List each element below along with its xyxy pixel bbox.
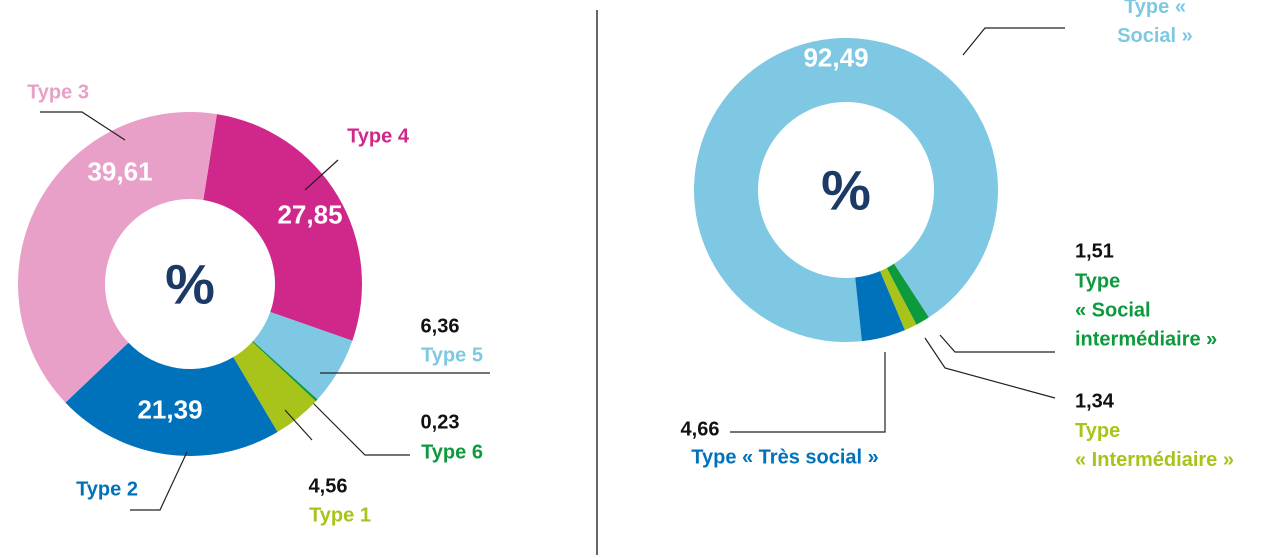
segment-name: Type « Intermédiaire » bbox=[1075, 420, 1234, 471]
donut-segment bbox=[252, 341, 318, 402]
donut-segment bbox=[233, 341, 316, 433]
value-label: 4,56 bbox=[308, 475, 348, 498]
value-label: 4,66 bbox=[680, 418, 720, 441]
segment-name: Type 2 bbox=[76, 478, 138, 501]
segment-name: Type 6 bbox=[421, 441, 483, 464]
value-label: 27,85 bbox=[277, 199, 343, 230]
donut-segment bbox=[203, 114, 363, 341]
leader-line bbox=[962, 27, 1065, 56]
value-label: 92,49 bbox=[803, 42, 869, 73]
center-label: % bbox=[165, 252, 215, 316]
segment-name: Type « Très social » bbox=[691, 446, 879, 469]
segment-name: Type 5 bbox=[421, 344, 483, 367]
donut-segment bbox=[880, 267, 917, 331]
donut-segment bbox=[65, 342, 278, 456]
donut-segment bbox=[855, 271, 905, 342]
value-label: 1,34 bbox=[1075, 390, 1114, 413]
donut-segment bbox=[694, 37, 998, 343]
segment-name: Type 4 bbox=[347, 125, 409, 148]
value-label: 6,36 bbox=[420, 315, 460, 338]
segment-name: Type « Social intermédiaire » bbox=[1075, 270, 1218, 351]
leader-line bbox=[924, 337, 1056, 399]
leader-line bbox=[130, 451, 188, 511]
donut-segment bbox=[17, 111, 217, 403]
value-label: 0,23 bbox=[420, 411, 460, 434]
leader-line bbox=[284, 409, 313, 441]
leader-line bbox=[939, 334, 1055, 353]
segment-name: Type « Social » bbox=[1117, 0, 1193, 47]
donut-segment bbox=[253, 312, 353, 400]
segment-name: Type 3 bbox=[27, 81, 89, 104]
value-label: 1,51 bbox=[1075, 240, 1114, 263]
leader-line bbox=[304, 159, 339, 191]
leader-line bbox=[309, 399, 410, 456]
segment-name: Type 1 bbox=[309, 504, 371, 527]
donut-segment bbox=[886, 263, 929, 325]
center-label: % bbox=[821, 158, 871, 222]
leader-line bbox=[40, 111, 126, 141]
leader-line bbox=[730, 352, 886, 433]
value-label: 21,39 bbox=[137, 394, 203, 425]
value-label: 39,61 bbox=[87, 156, 153, 187]
